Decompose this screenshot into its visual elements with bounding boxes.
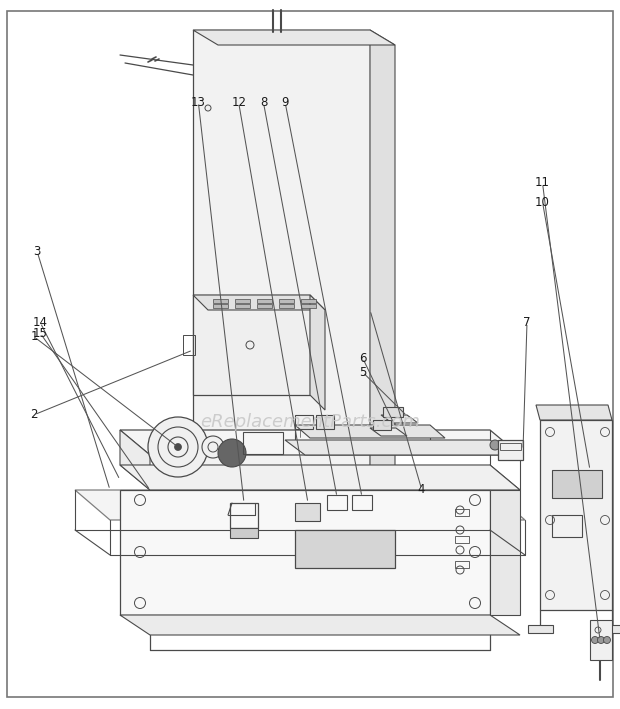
- Polygon shape: [120, 490, 490, 615]
- Polygon shape: [193, 295, 310, 395]
- Polygon shape: [490, 490, 520, 615]
- Text: 9: 9: [281, 96, 289, 109]
- Polygon shape: [370, 428, 407, 436]
- Bar: [301, 304, 316, 308]
- Text: 11: 11: [535, 177, 550, 189]
- Text: 3: 3: [33, 245, 41, 258]
- Bar: [373, 420, 391, 430]
- Circle shape: [148, 417, 208, 477]
- Polygon shape: [193, 30, 370, 490]
- Text: 6: 6: [359, 352, 366, 364]
- Polygon shape: [75, 490, 525, 520]
- Text: 7: 7: [523, 316, 531, 329]
- Bar: [230, 503, 258, 528]
- Text: eReplacementParts.com: eReplacementParts.com: [200, 413, 420, 431]
- Bar: [230, 528, 258, 538]
- Bar: [235, 299, 250, 303]
- Text: 15: 15: [33, 327, 48, 340]
- Bar: [352, 495, 372, 510]
- Polygon shape: [120, 430, 150, 490]
- Circle shape: [603, 637, 611, 644]
- Circle shape: [490, 440, 500, 450]
- Text: 13: 13: [191, 96, 206, 109]
- Polygon shape: [381, 415, 418, 423]
- Text: 4: 4: [418, 483, 425, 496]
- Polygon shape: [285, 440, 510, 455]
- Bar: [455, 536, 469, 543]
- Bar: [295, 530, 395, 568]
- Bar: [552, 470, 602, 498]
- Text: 8: 8: [260, 96, 267, 109]
- Bar: [552, 515, 582, 537]
- Polygon shape: [120, 430, 520, 455]
- Bar: [383, 407, 403, 417]
- Polygon shape: [310, 295, 325, 410]
- Circle shape: [202, 436, 224, 458]
- Circle shape: [591, 637, 598, 644]
- Polygon shape: [120, 615, 520, 635]
- Bar: [301, 299, 316, 303]
- Polygon shape: [193, 30, 395, 45]
- Text: 1: 1: [30, 330, 38, 343]
- Bar: [235, 304, 250, 308]
- Circle shape: [218, 439, 246, 467]
- Bar: [600, 625, 620, 633]
- Bar: [213, 304, 228, 308]
- Bar: [455, 509, 469, 516]
- Polygon shape: [536, 405, 612, 420]
- Bar: [279, 304, 294, 308]
- Circle shape: [174, 444, 182, 450]
- Bar: [279, 299, 294, 303]
- Bar: [295, 503, 320, 521]
- Polygon shape: [540, 420, 612, 610]
- Polygon shape: [590, 620, 612, 660]
- Bar: [295, 415, 313, 429]
- Bar: [500, 443, 521, 450]
- Polygon shape: [370, 30, 395, 505]
- Polygon shape: [193, 295, 325, 310]
- Text: 10: 10: [535, 196, 550, 208]
- Polygon shape: [120, 465, 520, 490]
- Bar: [498, 440, 523, 460]
- Circle shape: [598, 637, 604, 644]
- Bar: [316, 415, 334, 429]
- Bar: [257, 304, 272, 308]
- Text: 2: 2: [30, 408, 38, 421]
- Bar: [213, 299, 228, 303]
- Bar: [183, 335, 195, 355]
- Text: 12: 12: [231, 96, 246, 109]
- Bar: [528, 625, 553, 633]
- Text: 5: 5: [359, 366, 366, 379]
- Bar: [455, 561, 469, 568]
- Polygon shape: [295, 425, 445, 438]
- Bar: [327, 495, 347, 510]
- Bar: [257, 299, 272, 303]
- Bar: [243, 432, 283, 454]
- Text: 14: 14: [33, 316, 48, 329]
